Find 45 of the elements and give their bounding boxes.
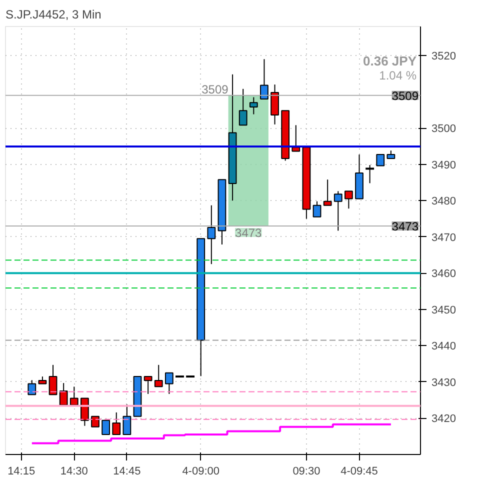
x-tick-label: 4-09:00 — [182, 466, 220, 478]
candlestick — [112, 412, 121, 436]
x-tick-label: 14:15 — [8, 466, 36, 478]
candlestick — [238, 88, 248, 126]
ref-line-label: 3509 — [392, 88, 419, 103]
candlestick — [48, 364, 58, 396]
y-tick-label: 3420 — [432, 413, 456, 426]
candlestick — [122, 404, 132, 436]
candlestick — [70, 386, 78, 406]
candlestick — [323, 179, 332, 206]
x-tick-label: 14:45 — [113, 466, 141, 478]
candlestick — [59, 382, 68, 406]
x-tick-label: 14:30 — [60, 466, 88, 478]
candlestick — [334, 190, 342, 232]
candlestick — [28, 380, 36, 396]
y-tick-label: 3470 — [432, 232, 456, 244]
y-tick-label: 3460 — [432, 268, 456, 280]
candlestick — [207, 204, 216, 265]
x-tick-label: 09:30 — [292, 466, 320, 478]
candlestick — [312, 200, 322, 218]
chart-title: S.JP.J4452, 3 Min — [6, 8, 102, 22]
annotation: 3509 — [202, 82, 229, 96]
y-tick-label: 3440 — [432, 340, 456, 353]
candlestick — [102, 420, 110, 436]
y-tick-label: 3490 — [432, 159, 456, 172]
candlestick — [164, 372, 174, 394]
ref-line-label: 3473 — [392, 219, 419, 234]
candlestick — [260, 58, 268, 100]
candlestick — [344, 190, 353, 210]
candlestick — [91, 416, 100, 428]
candlestick — [270, 84, 279, 125]
candlestick — [292, 124, 300, 152]
candlestick — [249, 96, 258, 115]
y-tick-label: 3430 — [432, 376, 456, 389]
x-tick-label: 4-09:45 — [340, 466, 378, 478]
candlestick — [154, 364, 163, 388]
annotation: 3473 — [235, 226, 262, 240]
candlestick — [376, 154, 385, 166]
y-tick-label: 3520 — [432, 50, 456, 63]
y-tick-label: 3450 — [432, 304, 456, 316]
annotation: 0.36 JPY — [363, 54, 417, 68]
annotation: 1.04 % — [379, 68, 417, 82]
y-tick-label: 3480 — [432, 196, 456, 208]
candlestick — [144, 376, 152, 394]
y-tick-label: 3500 — [432, 123, 456, 136]
